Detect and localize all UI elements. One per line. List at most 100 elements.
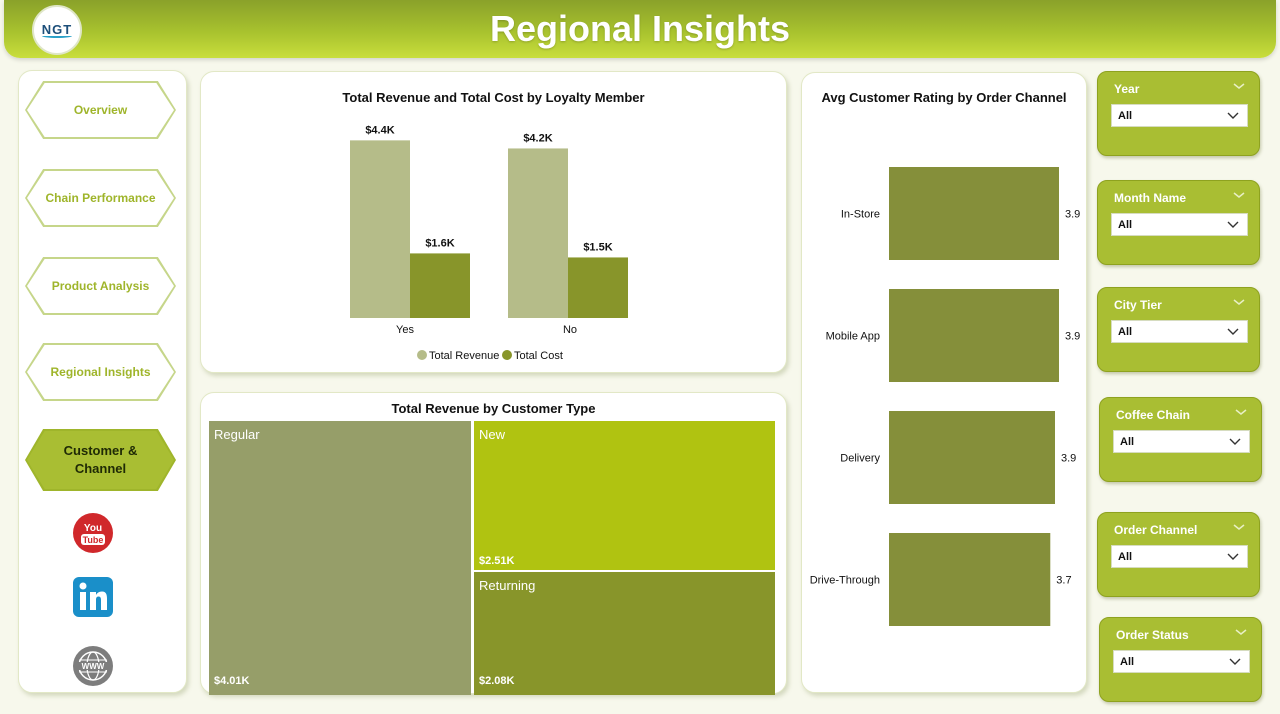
data-label: $4.4K — [365, 124, 394, 136]
category-label: Delivery — [840, 453, 880, 465]
slicer-year: Year All — [1097, 71, 1260, 156]
legend-marker-revenue — [417, 350, 427, 360]
customer-type-treemap-panel: Total Revenue by Customer Type Regular $… — [200, 392, 787, 695]
page-title: Regional Insights — [489, 8, 791, 49]
slicer-value: All — [1120, 435, 1135, 448]
nav-button-chain-performance[interactable]: Chain Performance — [25, 169, 176, 227]
category-label: No — [563, 324, 577, 336]
category-label: Drive-Through — [810, 575, 880, 587]
slicer-label: Order Channel — [1114, 523, 1198, 537]
slicer-dropdown-order-status[interactable]: All — [1113, 650, 1250, 673]
nav-button-regional-insights[interactable]: Regional Insights — [25, 343, 176, 401]
slicer-order-channel: Order Channel All — [1097, 512, 1260, 597]
chevron-down-icon[interactable] — [1233, 81, 1245, 91]
company-logo: NGT — [32, 5, 82, 55]
treemap-value: $2.08K — [479, 675, 515, 687]
nav-label-overview: Overview — [27, 83, 174, 137]
legend-marker-cost — [502, 350, 512, 360]
youtube-icon[interactable]: You Tube — [73, 513, 113, 553]
data-label: 3.7 — [1056, 575, 1071, 587]
treemap-tile-regular[interactable]: Regular $4.01K — [209, 421, 471, 695]
treemap-label: New — [479, 427, 506, 442]
svg-text:Tube: Tube — [83, 535, 104, 545]
treemap-tile-new[interactable]: New $2.51K — [474, 421, 775, 570]
loyalty-bar-chart: $4.4K $4.2K $1.6K $1.5K Yes No Total Revenu… — [350, 124, 628, 362]
bar-in-store[interactable] — [889, 167, 1059, 260]
chart-title: Total Revenue and Total Cost by Loyalty … — [342, 90, 645, 105]
bar-total-cost-no[interactable] — [568, 257, 628, 318]
nav-label-regional-insights: Regional Insights — [27, 345, 174, 399]
category-label: In-Store — [841, 209, 880, 221]
data-label: 3.9 — [1061, 453, 1076, 465]
rating-bar-chart: In-Store 3.9 Mobile App 3.9 Delivery 3.9 Drive… — [810, 167, 1080, 626]
data-label: 3.9 — [1065, 331, 1080, 343]
data-label: $1.5K — [583, 241, 612, 253]
slicer-label: Coffee Chain — [1116, 408, 1191, 422]
nav-button-overview[interactable]: Overview — [25, 81, 176, 139]
slicer-order-status: Order Status All — [1099, 617, 1262, 702]
data-label: $4.2K — [523, 132, 552, 144]
slicer-dropdown-month-name[interactable]: All — [1111, 213, 1248, 236]
slicer-label: Year — [1114, 82, 1140, 96]
nav-panel: Overview Chain Performance Product Analy… — [18, 70, 187, 693]
chevron-down-icon — [1227, 328, 1239, 335]
bar-mobile-app[interactable] — [889, 289, 1059, 382]
slicer-dropdown-city-tier[interactable]: All — [1111, 320, 1248, 343]
slicer-value: All — [1118, 325, 1133, 338]
treemap-label: Returning — [479, 578, 536, 593]
chevron-down-icon — [1227, 112, 1239, 119]
nav-label-chain-performance: Chain Performance — [27, 171, 174, 225]
chevron-down-icon[interactable] — [1235, 407, 1247, 417]
slicer-dropdown-year[interactable]: All — [1111, 104, 1248, 127]
treemap-value: $4.01K — [214, 675, 250, 687]
category-label: Mobile App — [826, 331, 880, 343]
bar-total-cost-yes[interactable] — [410, 253, 470, 318]
chevron-down-icon — [1229, 438, 1241, 445]
slicer-label: City Tier — [1114, 298, 1162, 312]
data-label: $1.6K — [425, 237, 454, 249]
nav-button-product-analysis[interactable]: Product Analysis — [25, 257, 176, 315]
chevron-down-icon[interactable] — [1233, 522, 1245, 532]
slicer-value: All — [1118, 109, 1133, 122]
slicer-value: All — [1118, 550, 1133, 563]
chevron-down-icon[interactable] — [1233, 190, 1245, 200]
slicer-dropdown-order-channel[interactable]: All — [1111, 545, 1248, 568]
slicer-city-tier: City Tier All — [1097, 287, 1260, 372]
slicer-value: All — [1120, 655, 1135, 668]
legend-label: Total Revenue — [429, 350, 499, 362]
chevron-down-icon — [1229, 658, 1241, 665]
chevron-down-icon — [1227, 221, 1239, 228]
treemap-value: $2.51K — [479, 555, 515, 567]
treemap-label: Regular — [214, 427, 260, 442]
slicer-value: All — [1118, 218, 1133, 231]
data-label: 3.9 — [1065, 209, 1080, 221]
chart-title: Avg Customer Rating by Order Channel — [821, 90, 1067, 105]
linkedin-icon[interactable] — [73, 577, 113, 617]
legend-label: Total Cost — [514, 350, 563, 362]
slicer-label: Order Status — [1116, 628, 1189, 642]
nav-button-customer-channel[interactable]: Customer & Channel — [25, 429, 176, 491]
logo-swoosh — [42, 34, 72, 38]
bar-drive-through[interactable] — [889, 533, 1051, 626]
svg-text:You: You — [84, 523, 102, 534]
nav-label-product-analysis: Product Analysis — [27, 259, 174, 313]
slicer-coffee-chain: Coffee Chain All — [1099, 397, 1262, 482]
slicer-dropdown-coffee-chain[interactable]: All — [1113, 430, 1250, 453]
nav-label-customer-channel: Customer & Channel — [27, 431, 174, 489]
website-icon[interactable]: WWW — [73, 646, 113, 686]
slicer-label: Month Name — [1114, 191, 1186, 205]
svg-text:WWW: WWW — [82, 662, 105, 671]
chart-title: Total Revenue by Customer Type — [391, 401, 596, 416]
bar-delivery[interactable] — [889, 411, 1055, 504]
rating-chart-panel: Avg Customer Rating by Order Channel In-… — [801, 72, 1087, 693]
chevron-down-icon — [1227, 553, 1239, 560]
category-label: Yes — [396, 324, 414, 336]
slicer-month-name: Month Name All — [1097, 180, 1260, 265]
treemap-tile-returning[interactable]: Returning $2.08K — [474, 572, 775, 695]
chevron-down-icon[interactable] — [1233, 297, 1245, 307]
header-bar: NGT Regional Insights — [4, 0, 1276, 58]
bar-total-revenue-yes[interactable] — [350, 140, 410, 318]
bar-total-revenue-no[interactable] — [508, 148, 568, 318]
chevron-down-icon[interactable] — [1235, 627, 1247, 637]
loyalty-chart-panel: Total Revenue and Total Cost by Loyalty … — [200, 71, 787, 373]
